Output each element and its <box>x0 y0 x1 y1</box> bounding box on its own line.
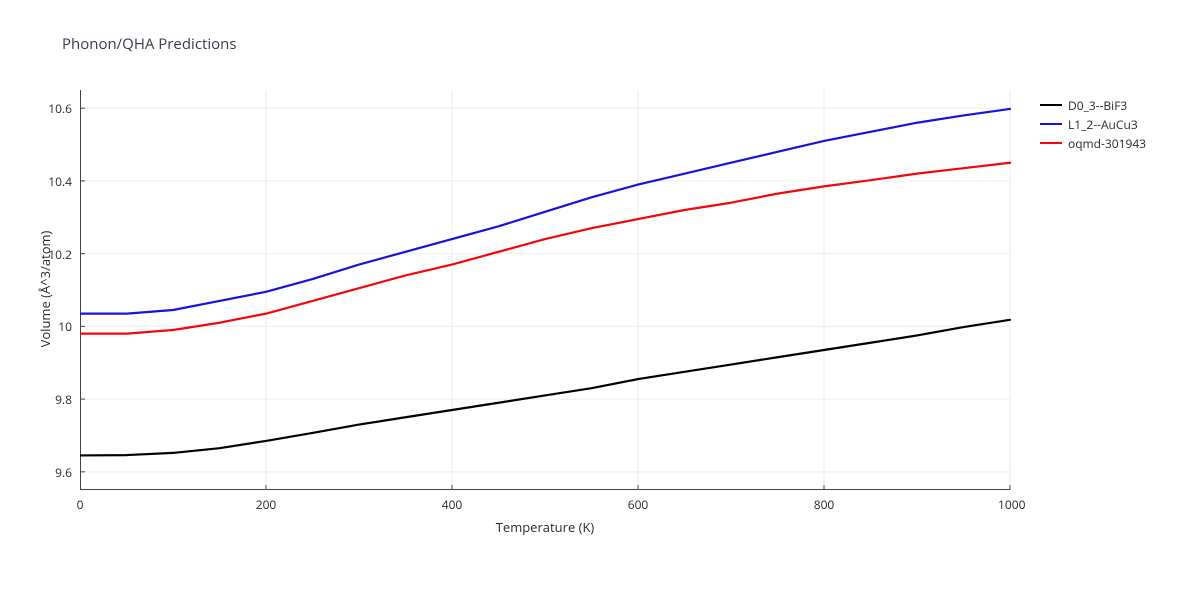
y-axis-label: Volume (Å^3/atom) <box>36 214 54 364</box>
legend-label: oqmd-301943 <box>1068 135 1146 152</box>
x-tick-label: 200 <box>254 496 278 513</box>
legend-item[interactable]: oqmd-301943 <box>1040 134 1146 152</box>
series-line <box>80 109 1010 314</box>
legend-label: L1_2--AuCu3 <box>1068 116 1138 133</box>
y-tick-label: 10.6 <box>48 100 72 117</box>
y-tick-label: 9.8 <box>55 391 72 408</box>
x-tick-label: 400 <box>440 496 464 513</box>
y-tick-label: 10.2 <box>48 246 72 263</box>
x-tick-label: 800 <box>812 496 836 513</box>
y-tick-label: 9.6 <box>55 464 72 481</box>
x-tick-label: 1000 <box>998 496 1022 513</box>
series-line <box>80 163 1010 334</box>
y-tick-label: 10 <box>58 318 72 335</box>
legend-item[interactable]: D0_3--BiF3 <box>1040 96 1146 114</box>
x-axis-label: Temperature (K) <box>485 518 605 536</box>
legend-swatch <box>1040 123 1062 125</box>
x-tick-label: 0 <box>68 496 92 513</box>
series-line <box>80 320 1010 456</box>
legend-swatch <box>1040 104 1062 106</box>
legend-swatch <box>1040 142 1062 144</box>
chart-title: Phonon/QHA Predictions <box>62 34 237 54</box>
legend-label: D0_3--BiF3 <box>1068 97 1127 114</box>
y-tick-label: 10.4 <box>48 173 72 190</box>
legend: D0_3--BiF3 L1_2--AuCu3 oqmd-301943 <box>1040 96 1146 153</box>
chart-plot-area <box>80 90 1012 492</box>
legend-item[interactable]: L1_2--AuCu3 <box>1040 115 1146 133</box>
x-tick-label: 600 <box>626 496 650 513</box>
